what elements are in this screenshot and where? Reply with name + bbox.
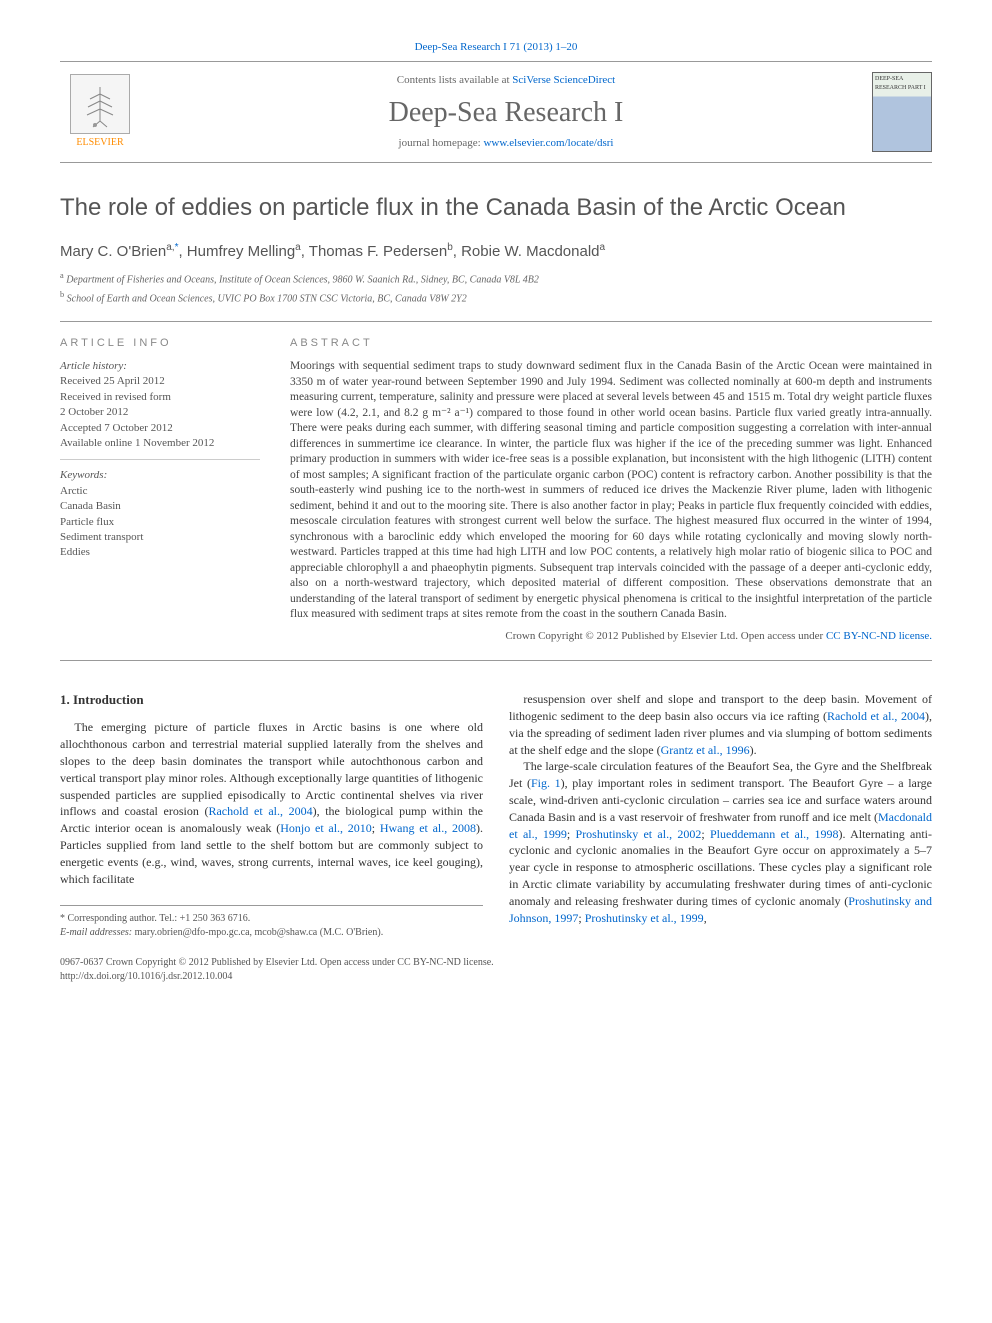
article-body: 1. Introduction The emerging picture of …	[60, 691, 932, 940]
divider	[60, 660, 932, 661]
doi-url: http://dx.doi.org/10.1016/j.dsr.2012.10.…	[60, 971, 232, 982]
keyword-1: Arctic	[60, 484, 260, 499]
keyword-5: Eddies	[60, 545, 260, 560]
journal-header: ELSEVIER Contents lists available at Sci…	[60, 61, 932, 163]
author-2[interactable]: , Humfrey Melling	[178, 243, 295, 260]
history-online: Available online 1 November 2012	[60, 436, 260, 451]
figure-link[interactable]: Fig. 1	[531, 776, 561, 790]
citation-link[interactable]: Rachold et al., 2004	[208, 804, 312, 818]
keywords-label: Keywords:	[60, 468, 260, 483]
citation-link[interactable]: Proshutinsky et al., 2002	[576, 827, 702, 841]
journal-homepage: journal homepage: www.elsevier.com/locat…	[140, 136, 872, 151]
citation-link[interactable]: Honjo et al., 2010	[280, 821, 372, 835]
abstract-heading: ABSTRACT	[290, 336, 932, 351]
elsevier-label: ELSEVIER	[76, 136, 123, 150]
license-link-footer[interactable]: CC BY-NC-ND license.	[397, 957, 493, 968]
keyword-3: Particle flux	[60, 515, 260, 530]
keyword-2: Canada Basin	[60, 499, 260, 514]
divider	[60, 321, 932, 322]
elsevier-tree-icon	[70, 74, 130, 134]
keyword-4: Sediment transport	[60, 530, 260, 545]
citation-link[interactable]: Hwang et al., 2008	[380, 821, 476, 835]
elsevier-logo[interactable]: ELSEVIER	[60, 74, 140, 150]
corr-tel: * Corresponding author. Tel.: +1 250 363…	[60, 912, 483, 926]
history-revised-1: Received in revised form	[60, 390, 260, 405]
history-label: Article history:	[60, 359, 260, 374]
author-list: Mary C. O'Briena,*, Humfrey Mellinga, Th…	[60, 241, 932, 262]
homepage-link[interactable]: www.elsevier.com/locate/dsri	[483, 137, 613, 149]
author-4[interactable]: , Robie W. Macdonald	[453, 243, 600, 260]
sciverse-link[interactable]: SciVerse ScienceDirect	[512, 74, 615, 86]
paragraph-3: The large-scale circulation features of …	[509, 758, 932, 926]
citation-link[interactable]: Rachold et al., 2004	[827, 709, 925, 723]
journal-issue-link[interactable]: Deep-Sea Research I 71 (2013) 1–20	[60, 40, 932, 55]
article-info-heading: ARTICLE INFO	[60, 336, 260, 351]
contents-available-line: Contents lists available at SciVerse Sci…	[140, 73, 872, 88]
journal-title: Deep-Sea Research I	[140, 93, 872, 132]
email-label: E-mail addresses:	[60, 927, 132, 938]
license-link[interactable]: CC BY-NC-ND license.	[826, 630, 932, 642]
history-received: Received 25 April 2012	[60, 374, 260, 389]
affiliation-b: b School of Earth and Ocean Sciences, UV…	[60, 289, 932, 306]
citation-link[interactable]: Proshutinsky et al., 1999	[585, 911, 704, 925]
author-1[interactable]: Mary C. O'Brien	[60, 243, 166, 260]
journal-cover-thumbnail[interactable]: DEEP-SEA RESEARCH PART I	[872, 72, 932, 152]
author-emails: mary.obrien@dfo-mpo.gc.ca, mcob@shaw.ca …	[132, 927, 383, 938]
paragraph-2: resuspension over shelf and slope and tr…	[509, 691, 932, 758]
section-heading-intro: 1. Introduction	[60, 691, 483, 709]
article-title: The role of eddies on particle flux in t…	[60, 191, 932, 225]
citation-link[interactable]: Grantz et al., 1996	[661, 743, 750, 757]
history-accepted: Accepted 7 October 2012	[60, 421, 260, 436]
citation-link[interactable]: Plueddemann et al., 1998	[710, 827, 838, 841]
author-3[interactable]: , Thomas F. Pedersen	[301, 243, 447, 260]
affiliation-a: a Department of Fisheries and Oceans, In…	[60, 270, 932, 287]
paragraph-1: The emerging picture of particle fluxes …	[60, 719, 483, 887]
article-info-sidebar: ARTICLE INFO Article history: Received 2…	[60, 336, 260, 645]
footer-doi: 0967-0637 Crown Copyright © 2012 Publish…	[60, 956, 932, 984]
abstract-text: Moorings with sequential sediment traps …	[290, 359, 932, 623]
abstract-copyright: Crown Copyright © 2012 Published by Else…	[290, 629, 932, 644]
corresponding-author-footer: * Corresponding author. Tel.: +1 250 363…	[60, 905, 483, 940]
history-revised-2: 2 October 2012	[60, 405, 260, 420]
